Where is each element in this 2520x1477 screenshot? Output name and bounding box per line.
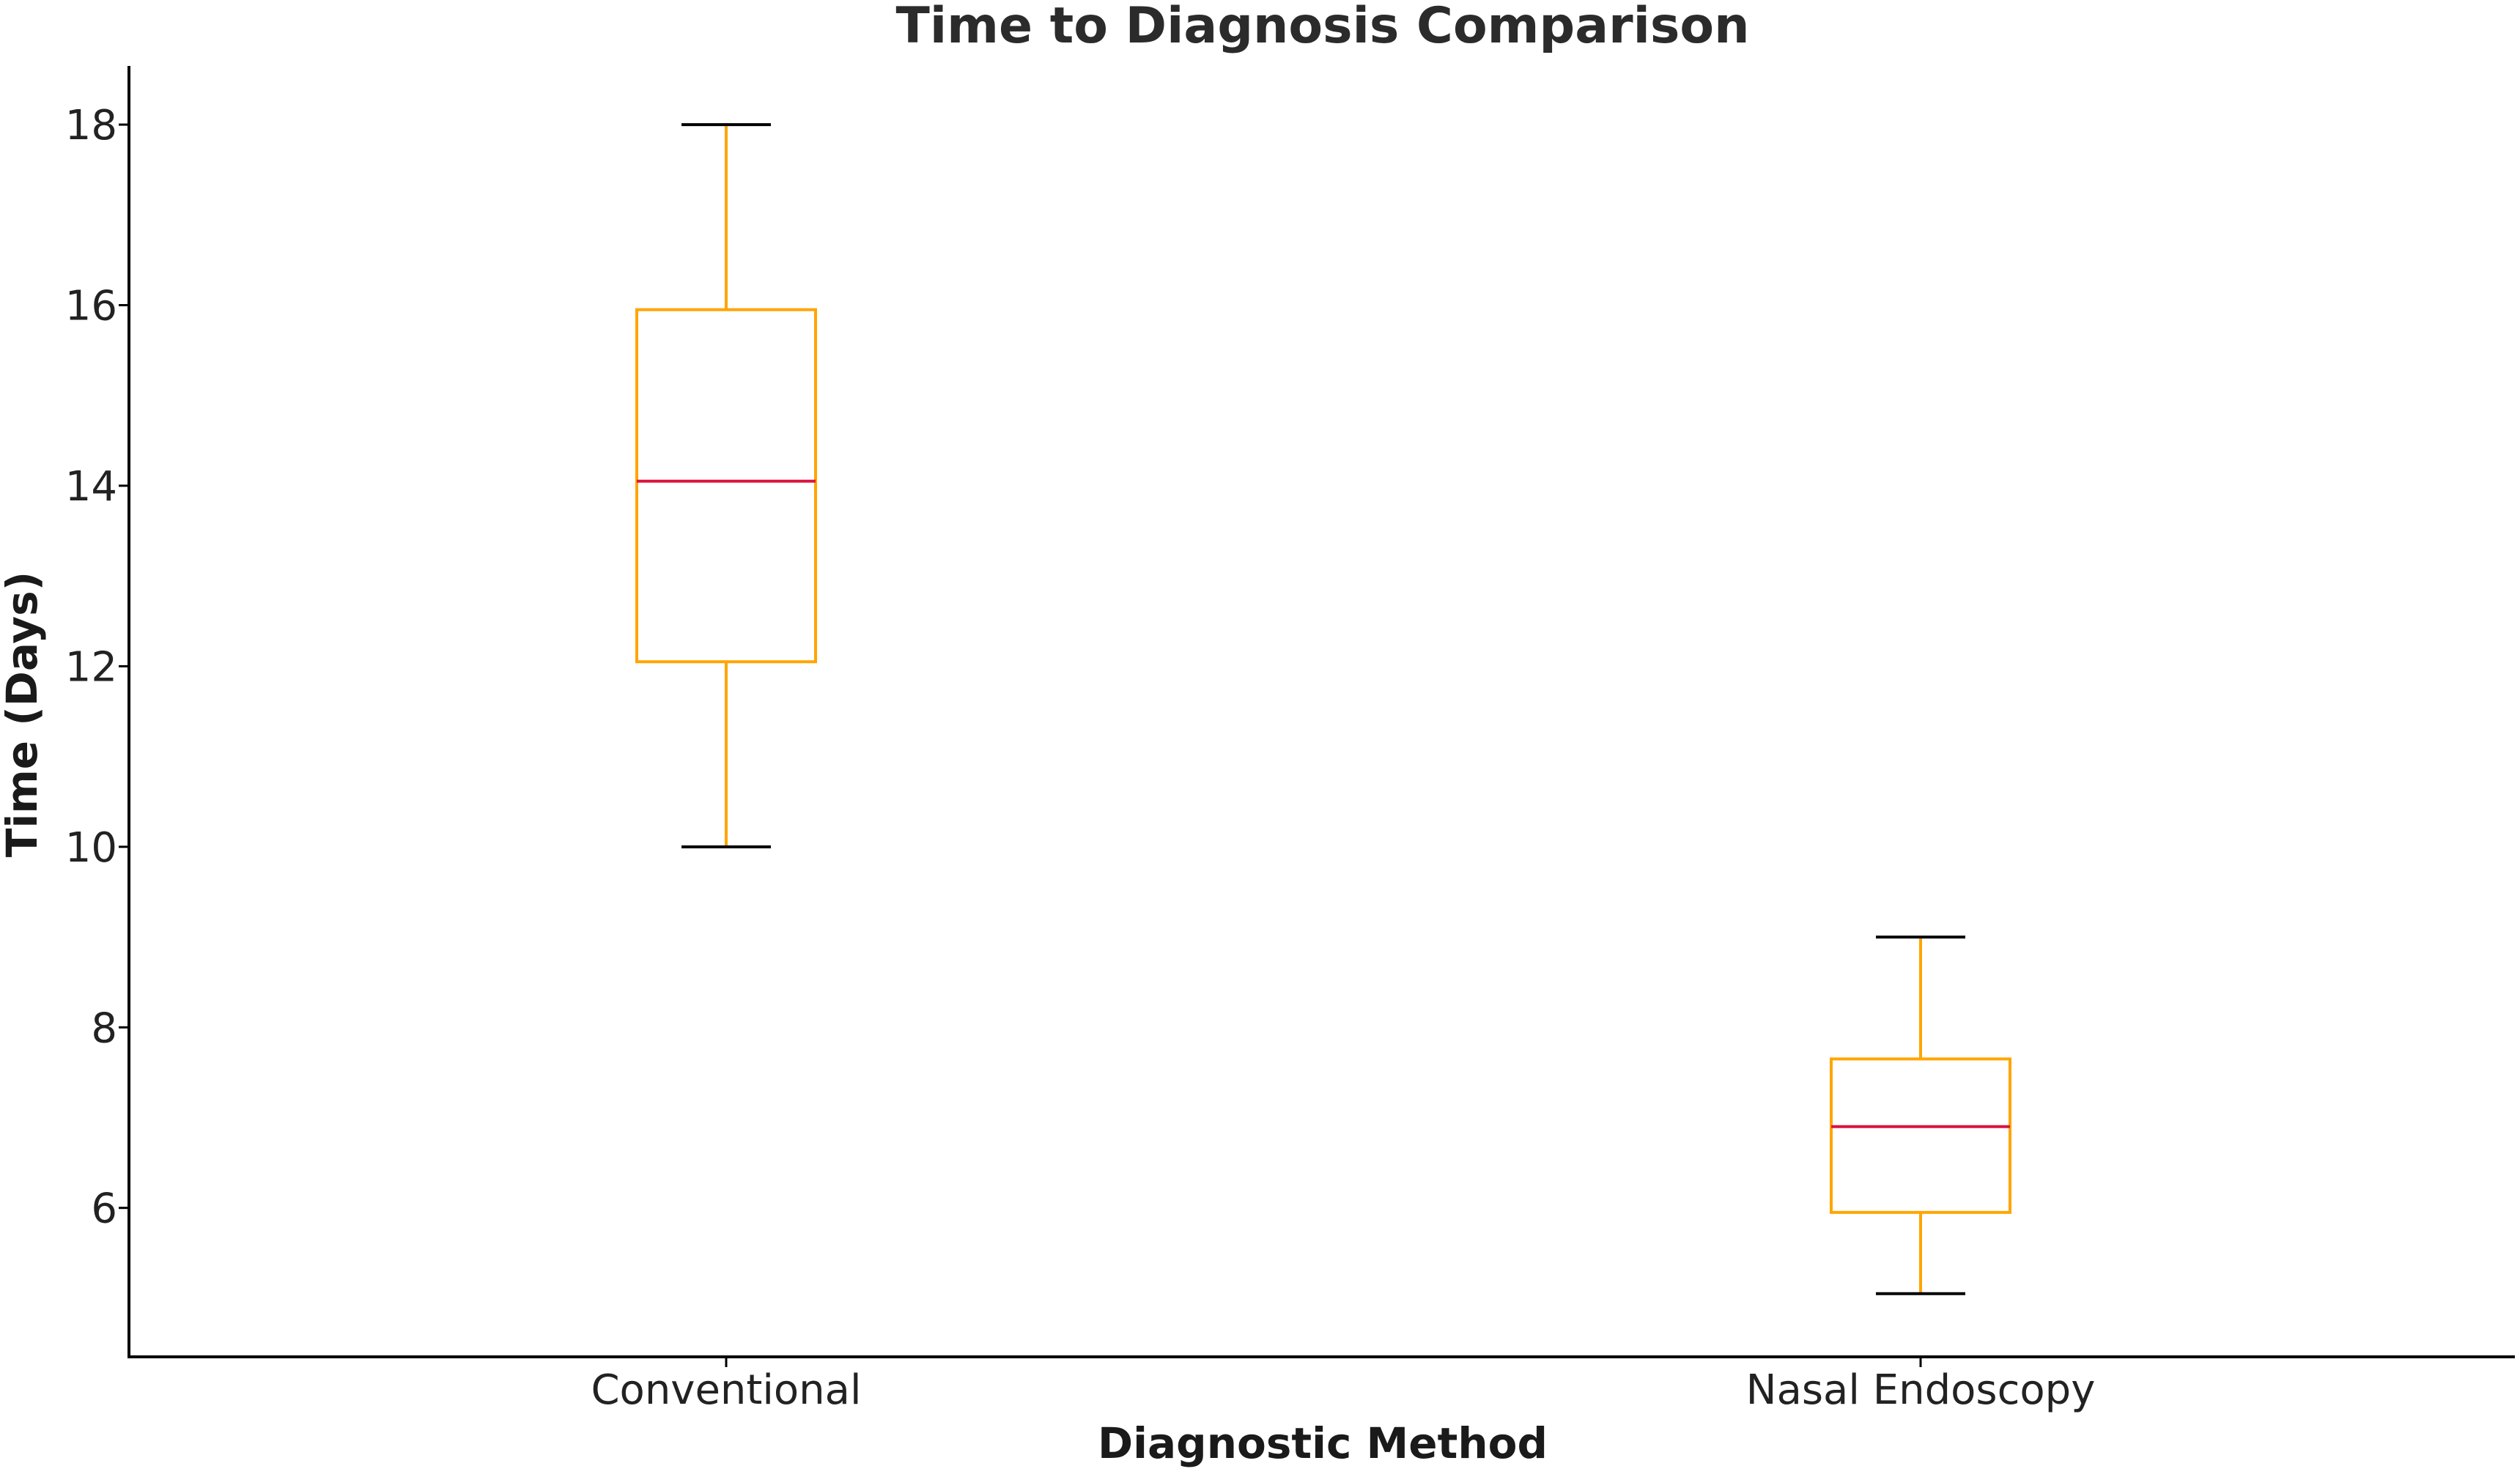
box-group — [1830, 936, 2011, 1295]
x-tick-label: Nasal Endoscopy — [1746, 1366, 2096, 1414]
x-tick-label: Conventional — [591, 1366, 861, 1414]
y-axis-label: Time (Days) — [0, 571, 47, 857]
chart-title: Time to Diagnosis Comparison — [895, 0, 1749, 55]
y-tick-label: 14 — [65, 463, 117, 511]
box-group — [635, 123, 817, 848]
y-tick-label: 18 — [65, 102, 117, 149]
y-tick-label: 6 — [91, 1185, 117, 1233]
x-axis-label: Diagnostic Method — [1098, 1418, 1548, 1468]
iqr-box — [1830, 1057, 2011, 1214]
y-tick-label: 10 — [65, 824, 117, 872]
y-tick-label: 8 — [91, 1004, 117, 1052]
y-tick-label: 16 — [65, 283, 117, 330]
plot-area: 6 8 10 12 14 16 18 Conventional Nasal Endoscopy — [65, 66, 2515, 1414]
iqr-box — [635, 308, 817, 664]
y-tick-label: 12 — [65, 643, 117, 691]
